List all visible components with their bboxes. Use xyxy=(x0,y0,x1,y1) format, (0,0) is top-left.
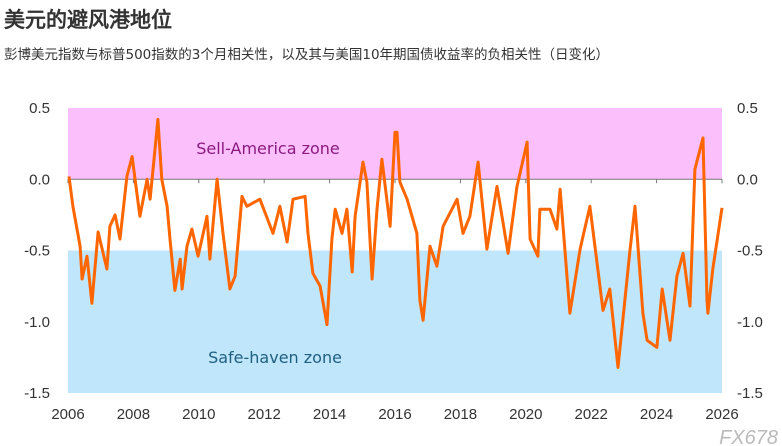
y-tick-label-left: -1.5 xyxy=(24,385,50,402)
chart-subtitle: 彭博美元指数与标普500指数的3个月相关性，以及其与美国10年期国债收益率的负相… xyxy=(4,47,610,63)
x-axis: 2006 2008 2010 2012 2014 2016 2018 2020 2022 2024… xyxy=(51,179,739,423)
y-tick-label-right: -1.5 xyxy=(737,385,763,402)
zone-label: Sell-America zone xyxy=(196,139,340,158)
x-tick-label: 2008 xyxy=(117,406,150,423)
watermark-logo: FX678 xyxy=(719,427,778,446)
y-tick-label-left: 0.0 xyxy=(29,171,50,188)
x-tick-label: 2016 xyxy=(378,406,411,423)
x-tick-label: 2006 xyxy=(51,406,84,423)
x-tick-label: 2012 xyxy=(248,406,281,423)
y-tick-label-left: -0.5 xyxy=(24,243,50,260)
y-axis: 0.5 0.5 0.0 0.0 -0.5 -0.5 -1.0 -1.0 -1.5 -1.5 xyxy=(24,100,763,402)
y-tick-label-left: 0.5 xyxy=(29,100,50,117)
x-tick-label: 2026 xyxy=(705,406,738,423)
y-tick-label-right: 0.0 xyxy=(737,171,758,188)
y-tick-label-left: -1.0 xyxy=(24,314,50,331)
y-tick-label-right: -0.5 xyxy=(737,243,763,260)
chart-title: 美元的避风港地位 xyxy=(4,8,172,32)
x-tick-label: 2014 xyxy=(313,406,346,423)
x-tick-label: 2020 xyxy=(509,406,542,423)
zone-label: Safe-haven zone xyxy=(208,348,342,367)
x-tick-label: 2024 xyxy=(640,406,673,423)
x-tick-label: 2010 xyxy=(182,406,215,423)
x-tick-label: 2022 xyxy=(575,406,608,423)
y-tick-label-right: -1.0 xyxy=(737,314,763,331)
y-tick-label-right: 0.5 xyxy=(737,100,758,117)
x-tick-label: 2018 xyxy=(444,406,477,423)
series-line xyxy=(67,117,724,369)
